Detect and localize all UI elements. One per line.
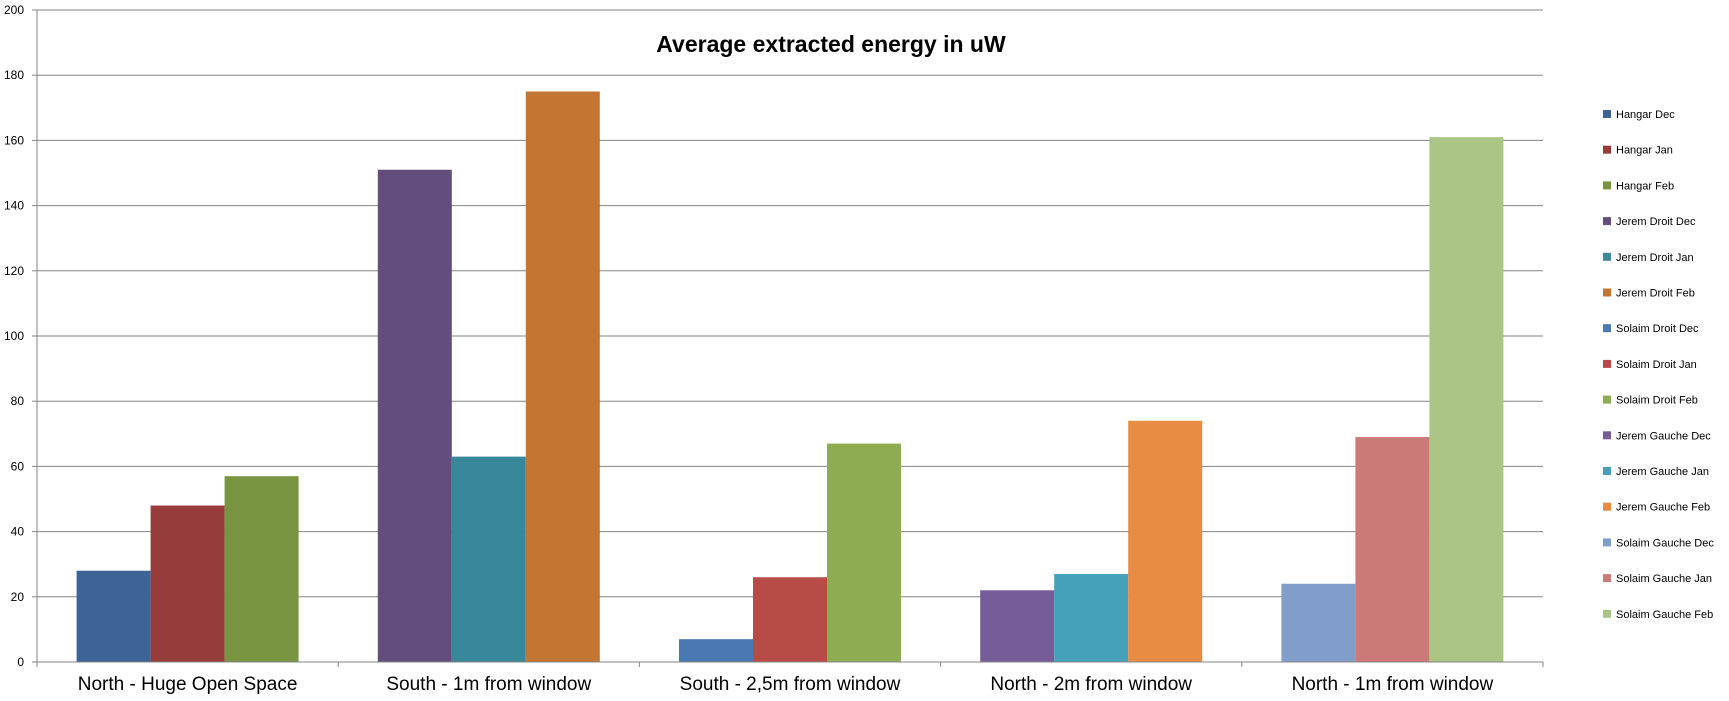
y-tick-label: 0: [17, 655, 24, 669]
legend-swatch: [1603, 145, 1611, 154]
legend-item: Solaim Gauche Dec: [1603, 537, 1714, 549]
legend-swatch: [1603, 252, 1611, 261]
x-category-label: North - Huge Open Space: [78, 674, 298, 695]
legend-swatch: [1603, 110, 1611, 118]
y-tick-label: 20: [11, 590, 25, 604]
bar-solaim-droit-jan: [753, 577, 827, 662]
bar-solaim-gauche-jan: [1355, 437, 1430, 662]
y-tick-label: 40: [11, 525, 25, 539]
y-tick-label: 60: [11, 459, 25, 473]
x-axis-category-labels: North - Huge Open Space South - 1m from w…: [36, 662, 1544, 695]
legend-item: Jerem Droit Dec: [1603, 216, 1696, 228]
bar-jerem-gauche-jan: [1054, 573, 1129, 662]
legend-label: Jerem Droit Feb: [1616, 288, 1695, 300]
legend-label: Hangar Feb: [1616, 180, 1674, 192]
legend-label: Solaim Droit Dec: [1616, 323, 1699, 335]
legend-swatch: [1603, 288, 1611, 297]
legend-swatch: [1603, 217, 1611, 226]
legend-label: Hangar Jan: [1616, 145, 1673, 157]
legend-swatch: [1603, 502, 1611, 511]
bar-jerem-droit-feb: [525, 91, 600, 662]
legend-label: Solaim Gauche Feb: [1616, 609, 1713, 621]
chart-title: Average extracted energy in uW: [656, 31, 1006, 57]
y-tick-label: 100: [4, 329, 24, 343]
legend-swatch: [1603, 324, 1611, 333]
bar-jerem-droit-dec: [377, 169, 452, 663]
legend-item: Hangar Dec: [1603, 109, 1675, 121]
legend-item: Jerem Gauche Dec: [1603, 430, 1711, 442]
bar-solaim-droit-dec: [679, 639, 753, 662]
legend-swatch: [1603, 181, 1611, 190]
legend-item: Solaim Gauche Jan: [1603, 573, 1712, 585]
y-tick-label: 120: [4, 264, 24, 278]
y-tick-label: 140: [4, 199, 24, 213]
legend-swatch: [1603, 574, 1611, 583]
legend-label: Jerem Droit Jan: [1616, 252, 1694, 264]
legend-item: Jerem Droit Feb: [1603, 288, 1695, 300]
legend-swatch: [1603, 431, 1611, 440]
legend-label: Solaim Gauche Jan: [1616, 573, 1712, 585]
bar-jerem-gauche-dec: [980, 590, 1055, 662]
legend-item: Hangar Jan: [1603, 145, 1673, 157]
bar-jerem-droit-jan: [451, 456, 526, 662]
legend-label: Jerem Gauche Jan: [1616, 466, 1709, 478]
bar-solaim-gauche-feb: [1429, 137, 1504, 662]
legend: Hangar Dec Hangar Jan Hangar Feb Jerem Droi…: [1603, 109, 1714, 621]
legend-swatch: [1603, 467, 1611, 475]
bar-jerem-gauche-feb: [1128, 420, 1203, 662]
legend-label: Solaim Droit Feb: [1616, 395, 1698, 407]
y-tick-label: 180: [4, 68, 24, 82]
bar-hangar-feb: [224, 476, 299, 662]
bar-solaim-gauche-dec: [1281, 583, 1356, 662]
legend-label: Solaim Gauche Dec: [1616, 537, 1714, 549]
legend-swatch: [1603, 395, 1611, 404]
legend-item: Hangar Feb: [1603, 180, 1674, 192]
y-axis-tick-labels: 0 20 40 60 80 100 120 140 160 180 200: [4, 3, 24, 669]
x-category-label: North - 1m from window: [1292, 674, 1494, 695]
bar-hangar-jan: [150, 505, 225, 662]
legend-label: Solaim Droit Jan: [1616, 359, 1697, 371]
y-tick-label: 80: [11, 394, 25, 408]
legend-item: Solaim Droit Feb: [1603, 395, 1698, 407]
legend-label: Jerem Droit Dec: [1616, 216, 1696, 228]
legend-swatch: [1603, 609, 1611, 618]
legend-item: Jerem Droit Jan: [1603, 252, 1694, 264]
bar-solaim-droit-feb: [827, 443, 901, 662]
legend-label: Hangar Dec: [1616, 109, 1675, 121]
x-category-label: South - 2,5m from window: [680, 674, 901, 695]
bar-hangar-dec: [76, 570, 151, 662]
legend-swatch: [1603, 538, 1611, 547]
legend-swatch: [1603, 359, 1611, 368]
legend-item: Solaim Droit Jan: [1603, 359, 1697, 371]
legend-label: Jerem Gauche Feb: [1616, 502, 1710, 514]
x-category-label: North - 2m from window: [990, 674, 1192, 695]
bars: [76, 91, 1504, 663]
y-tick-label: 160: [4, 133, 24, 147]
legend-item: Solaim Gauche Feb: [1603, 609, 1713, 621]
legend-label: Jerem Gauche Dec: [1616, 430, 1711, 442]
y-tick-label: 200: [4, 3, 24, 17]
legend-item: Jerem Gauche Feb: [1603, 502, 1710, 514]
legend-item: Solaim Droit Dec: [1603, 323, 1699, 335]
x-category-label: South - 1m from window: [386, 674, 591, 695]
legend-item: Jerem Gauche Jan: [1603, 466, 1709, 478]
